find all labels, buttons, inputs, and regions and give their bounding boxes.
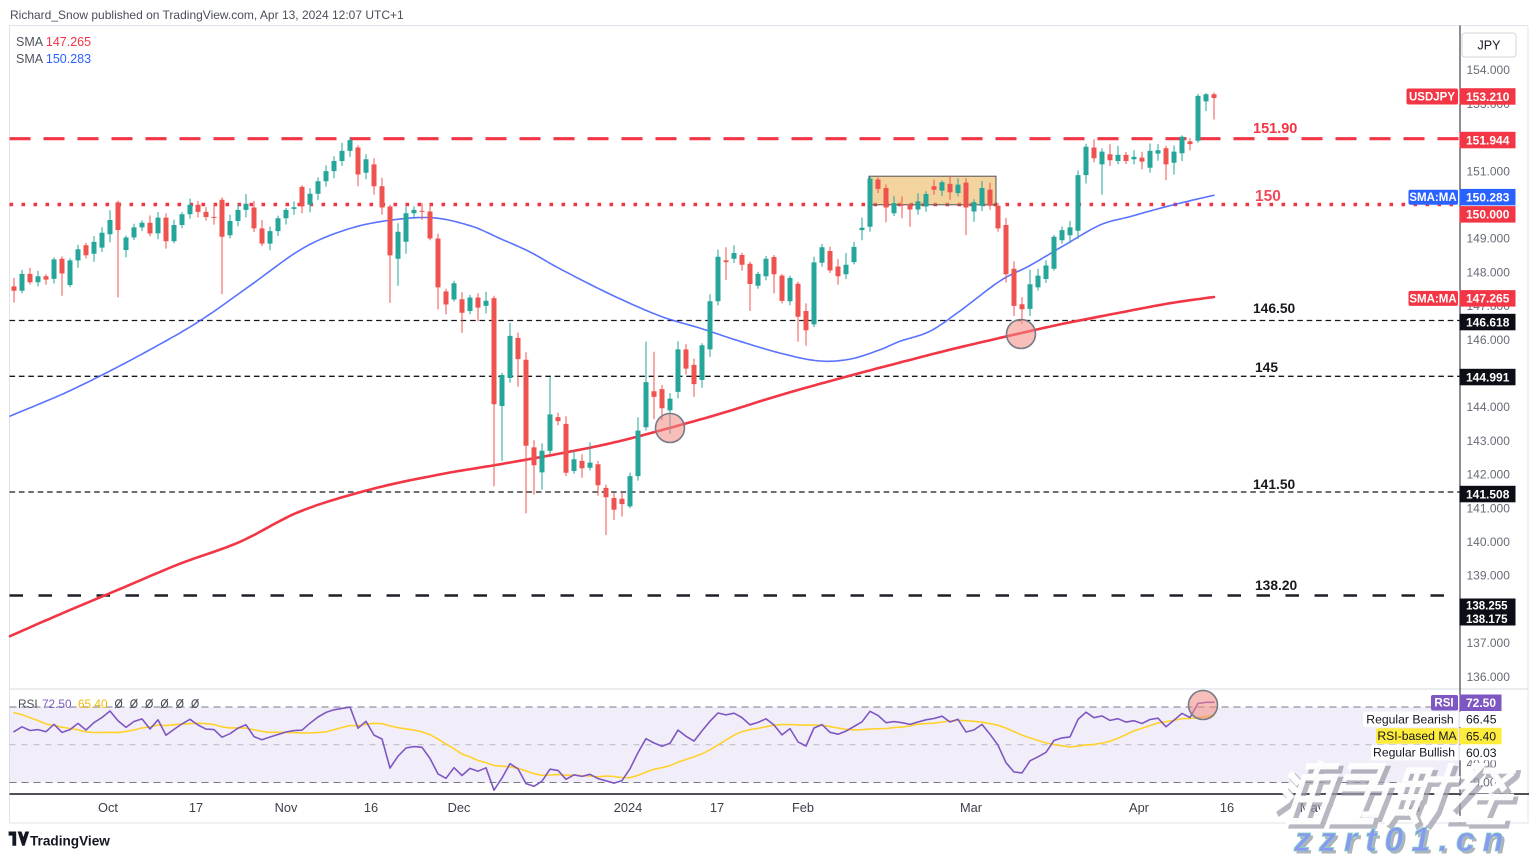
- svg-text:146.50: 146.50: [1253, 301, 1296, 316]
- svg-text:151.90: 151.90: [1253, 121, 1297, 137]
- svg-text:17: 17: [710, 800, 724, 815]
- svg-text:142.000: 142.000: [1467, 468, 1511, 482]
- svg-text:146.618: 146.618: [1466, 315, 1510, 329]
- svg-text:USDJPY: USDJPY: [1409, 92, 1455, 104]
- svg-text:SMA 147.265: SMA 147.265: [16, 35, 91, 49]
- svg-text:SMA:MA: SMA:MA: [1409, 192, 1456, 204]
- svg-text:SMA:MA: SMA:MA: [1409, 293, 1456, 305]
- svg-text:151.000: 151.000: [1467, 164, 1511, 178]
- svg-text:TradingView: TradingView: [30, 834, 110, 849]
- svg-text:138.175: 138.175: [1466, 614, 1508, 626]
- svg-text:65.40: 65.40: [1466, 729, 1496, 743]
- svg-text:137.000: 137.000: [1467, 636, 1511, 650]
- svg-text:141.508: 141.508: [1466, 487, 1510, 501]
- svg-text:146.000: 146.000: [1467, 333, 1511, 347]
- svg-text:148.000: 148.000: [1467, 265, 1511, 279]
- svg-text:136.000: 136.000: [1467, 670, 1511, 684]
- svg-text:72.50: 72.50: [42, 697, 72, 711]
- svg-text:2024: 2024: [614, 800, 642, 815]
- svg-text:JPY: JPY: [1478, 39, 1502, 53]
- svg-text:138.20: 138.20: [1255, 578, 1298, 593]
- svg-text:zzrt01.cn: zzrt01.cn: [1293, 821, 1512, 857]
- svg-text:Richard_Snow published on Trad: Richard_Snow published on TradingView.co…: [10, 8, 404, 22]
- svg-text:150.000: 150.000: [1466, 208, 1510, 222]
- svg-text:138.255: 138.255: [1466, 601, 1508, 613]
- svg-text:RSI: RSI: [18, 697, 38, 711]
- svg-text:150.283: 150.283: [1466, 191, 1510, 205]
- svg-text:153.210: 153.210: [1466, 90, 1510, 104]
- svg-text:154.000: 154.000: [1467, 63, 1511, 77]
- svg-text:16: 16: [1220, 800, 1234, 815]
- svg-text:60.03: 60.03: [1466, 746, 1497, 760]
- svg-text:143.000: 143.000: [1467, 434, 1511, 448]
- svg-text:66.45: 66.45: [1466, 713, 1497, 727]
- svg-text:Mar: Mar: [960, 800, 983, 815]
- svg-text:Feb: Feb: [792, 800, 814, 815]
- svg-text:RSI: RSI: [1434, 698, 1453, 710]
- svg-text:139.000: 139.000: [1467, 569, 1511, 583]
- svg-text:150: 150: [1255, 188, 1281, 205]
- svg-text:65.40: 65.40: [78, 697, 108, 711]
- svg-text:Regular Bullish: Regular Bullish: [1373, 746, 1455, 760]
- svg-text:141.000: 141.000: [1467, 501, 1511, 515]
- svg-text:147.265: 147.265: [1466, 292, 1510, 306]
- svg-text:144.000: 144.000: [1467, 400, 1511, 414]
- svg-text:SMA 150.283: SMA 150.283: [16, 52, 91, 66]
- svg-text:72.50: 72.50: [1466, 696, 1496, 710]
- svg-text:Apr: Apr: [1129, 800, 1150, 815]
- svg-text:Oct: Oct: [98, 800, 118, 815]
- svg-text:144.991: 144.991: [1466, 370, 1510, 384]
- svg-text:140.000: 140.000: [1467, 535, 1511, 549]
- svg-text:17: 17: [189, 800, 203, 815]
- svg-text:Nov: Nov: [275, 800, 298, 815]
- svg-text:145: 145: [1255, 360, 1278, 375]
- svg-text:141.50: 141.50: [1253, 477, 1296, 492]
- svg-text:151.944: 151.944: [1466, 133, 1510, 147]
- svg-text:RSI-based MA: RSI-based MA: [1377, 729, 1457, 743]
- svg-text:149.000: 149.000: [1467, 232, 1511, 246]
- svg-text:16: 16: [364, 800, 378, 815]
- svg-text:Regular Bearish: Regular Bearish: [1366, 712, 1453, 726]
- svg-text:zzrt01.cn: zzrt01.cn: [1296, 824, 1515, 857]
- svg-text:Dec: Dec: [448, 800, 471, 815]
